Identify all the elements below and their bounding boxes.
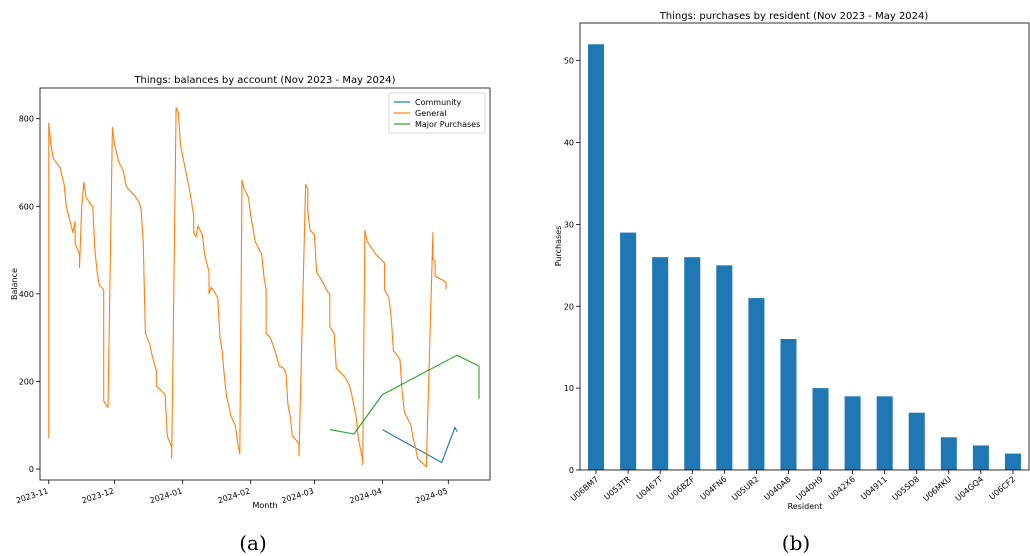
- line-chart-title: Things: balances by account (Nov 2023 - …: [133, 75, 395, 86]
- bar-U06BM7: [588, 44, 605, 471]
- legend-label: General: [415, 109, 447, 118]
- caption-a: (a): [239, 531, 267, 555]
- bar-U04FN6: [716, 265, 733, 470]
- x-tick-label: 2024-02: [217, 486, 252, 505]
- line-chart-series: [48, 107, 480, 468]
- bar-U04911: [876, 396, 893, 470]
- bar-U053TR: [620, 232, 637, 470]
- line-chart-panel: Things: balances by account (Nov 2023 - …: [10, 75, 491, 510]
- x-tick-label: U05UR2: [730, 475, 761, 503]
- series-line-2: [329, 354, 480, 435]
- bar-chart-title: Things: purchases by resident (Nov 2023 …: [659, 11, 929, 22]
- x-tick-label: U040AB: [762, 475, 792, 503]
- x-tick-label: U06BM7: [569, 475, 600, 503]
- x-tick-label: U04911: [859, 475, 889, 502]
- x-tick-label: 2023-12: [81, 486, 116, 505]
- x-tick-label: U04GQ4: [954, 475, 986, 504]
- y-tick-label: 30: [564, 220, 574, 229]
- bar-U040H9: [812, 388, 829, 470]
- x-tick-label: 2023-11: [15, 486, 50, 505]
- bar-U06CF2: [1004, 453, 1021, 470]
- bar-chart-bars: [588, 44, 1021, 471]
- bar-U0467T: [652, 257, 669, 470]
- x-tick-label: U053TR: [602, 474, 632, 501]
- x-tick-label: U06CF2: [987, 475, 1017, 502]
- y-tick-label: 200: [19, 377, 34, 386]
- bar-chart-panel: Things: purchases by resident (Nov 2023 …: [554, 11, 1030, 511]
- line-chart-ticks: 0 200 400 600 800 2023-11 2023-12 2024-01 2024-0…: [15, 115, 449, 506]
- x-tick-label: U040H9: [794, 475, 824, 503]
- y-tick-label: 10: [564, 384, 574, 393]
- x-tick-label: U05SD8: [890, 475, 921, 503]
- legend-label: Major Purchases: [415, 120, 480, 129]
- x-tick-label: U042X6: [827, 475, 857, 502]
- x-tick-label: 2024-05: [414, 486, 449, 505]
- bar-U04GQ4: [972, 445, 989, 470]
- x-tick-label: U04FN6: [699, 475, 729, 502]
- bar-U05UR2: [748, 298, 765, 470]
- series-line-0: [382, 426, 458, 464]
- bar-U05SD8: [908, 412, 925, 470]
- y-tick-label: 0: [569, 466, 574, 475]
- bar-U06BZF: [684, 257, 701, 470]
- x-tick-label: 2024-01: [149, 486, 184, 505]
- bar-chart-xlabel: Resident: [788, 502, 823, 511]
- line-chart-xlabel: Month: [252, 501, 277, 510]
- line-chart-ylabel: Balance: [10, 268, 19, 300]
- y-tick-label: 400: [19, 290, 34, 299]
- y-tick-label: 600: [19, 202, 34, 211]
- y-tick-label: 20: [564, 302, 574, 311]
- x-tick-label: 2024-03: [280, 486, 315, 505]
- y-tick-label: 0: [29, 465, 34, 474]
- line-chart-frame: [39, 87, 491, 481]
- bar-U040AB: [780, 339, 797, 470]
- legend-box: [388, 92, 486, 134]
- line-chart-legend: Community General Major Purchases: [388, 92, 486, 134]
- y-tick-label: 50: [564, 57, 574, 66]
- bar-chart-frame: [579, 22, 1030, 471]
- y-tick-label: 40: [564, 139, 574, 148]
- series-line-1: [48, 107, 447, 468]
- bar-U06MKU: [940, 437, 957, 470]
- x-tick-label: U06BZF: [667, 474, 697, 501]
- caption-b: (b): [782, 531, 810, 555]
- x-tick-label: 2024-04: [348, 486, 383, 505]
- legend-label: Community: [415, 98, 462, 107]
- bar-chart-ylabel: Purchases: [554, 226, 563, 267]
- y-tick-label: 800: [19, 115, 34, 124]
- x-tick-label: U06MKU: [921, 475, 953, 504]
- x-tick-label: U0467T: [635, 475, 665, 502]
- bar-U042X6: [844, 396, 861, 470]
